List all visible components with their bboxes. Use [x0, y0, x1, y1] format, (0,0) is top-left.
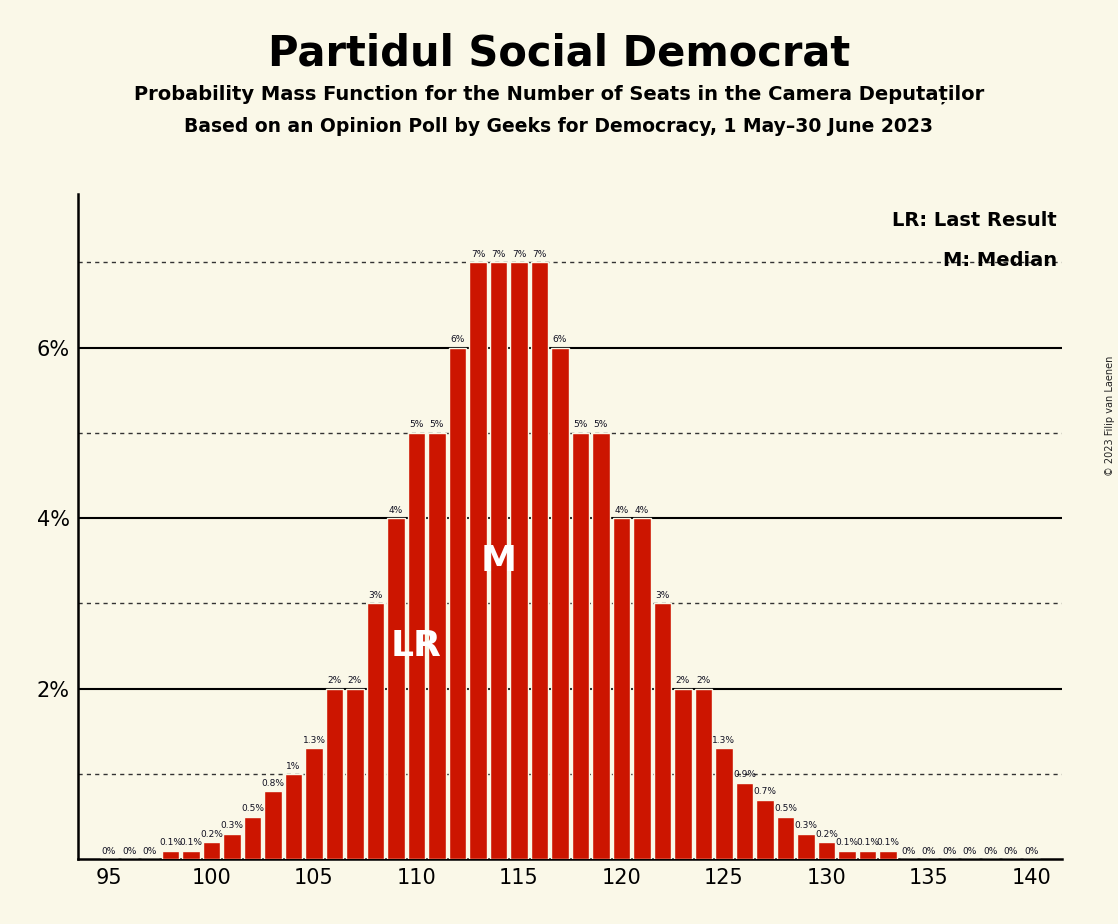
Bar	[347, 688, 363, 859]
Text: 7%: 7%	[532, 249, 547, 259]
Text: 4%: 4%	[614, 505, 628, 515]
Bar	[777, 817, 794, 859]
Text: 5%: 5%	[574, 420, 588, 430]
Text: LR: Last Result: LR: Last Result	[892, 211, 1058, 230]
Text: 0.3%: 0.3%	[220, 821, 244, 831]
Bar	[736, 783, 754, 859]
Bar	[654, 603, 671, 859]
Text: 7%: 7%	[471, 249, 485, 259]
Text: Based on an Opinion Poll by Geeks for Democracy, 1 May–30 June 2023: Based on an Opinion Poll by Geeks for De…	[184, 117, 934, 137]
Bar	[224, 833, 240, 859]
Bar	[264, 791, 282, 859]
Bar	[325, 688, 343, 859]
Text: 0.2%: 0.2%	[815, 830, 837, 839]
Text: 2%: 2%	[697, 676, 711, 686]
Text: 0%: 0%	[1024, 847, 1039, 856]
Text: 0.9%: 0.9%	[733, 770, 756, 779]
Bar	[716, 748, 732, 859]
Bar	[448, 347, 466, 859]
Text: 0.1%: 0.1%	[835, 838, 859, 847]
Text: 5%: 5%	[409, 420, 424, 430]
Text: 0%: 0%	[983, 847, 997, 856]
Bar	[408, 432, 425, 859]
Text: 7%: 7%	[491, 249, 505, 259]
Bar	[817, 843, 835, 859]
Text: 0%: 0%	[1004, 847, 1018, 856]
Bar	[531, 262, 548, 859]
Bar	[202, 843, 220, 859]
Text: LR: LR	[391, 629, 442, 663]
Text: © 2023 Filip van Laenen: © 2023 Filip van Laenen	[1106, 356, 1115, 476]
Bar	[551, 347, 569, 859]
Text: 7%: 7%	[512, 249, 527, 259]
Text: 0.3%: 0.3%	[795, 821, 817, 831]
Text: 2%: 2%	[675, 676, 690, 686]
Text: 0%: 0%	[143, 847, 158, 856]
Text: 0%: 0%	[102, 847, 116, 856]
Text: 0.1%: 0.1%	[159, 838, 182, 847]
Text: 0.8%: 0.8%	[262, 779, 284, 787]
Bar	[387, 518, 405, 859]
Bar	[367, 603, 385, 859]
Text: M: Median: M: Median	[944, 250, 1058, 270]
Text: 0.5%: 0.5%	[774, 804, 797, 813]
Bar	[593, 432, 609, 859]
Bar	[510, 262, 528, 859]
Bar	[859, 851, 877, 859]
Bar	[797, 833, 815, 859]
Text: 0.7%: 0.7%	[754, 787, 776, 796]
Text: 4%: 4%	[635, 505, 650, 515]
Text: M: M	[481, 544, 517, 578]
Bar	[470, 262, 486, 859]
Bar	[756, 799, 774, 859]
Text: 2%: 2%	[348, 676, 362, 686]
Text: 3%: 3%	[655, 591, 670, 600]
Text: 0.5%: 0.5%	[241, 804, 264, 813]
Bar	[244, 817, 262, 859]
Bar	[571, 432, 589, 859]
Bar	[694, 688, 712, 859]
Text: 5%: 5%	[594, 420, 608, 430]
Text: 0.1%: 0.1%	[180, 838, 202, 847]
Text: 0%: 0%	[122, 847, 136, 856]
Text: Partidul Social Democrat: Partidul Social Democrat	[268, 32, 850, 74]
Bar	[838, 851, 855, 859]
Text: 0%: 0%	[963, 847, 977, 856]
Text: 0.1%: 0.1%	[877, 838, 899, 847]
Text: 0.1%: 0.1%	[856, 838, 879, 847]
Text: 4%: 4%	[389, 505, 404, 515]
Text: 2%: 2%	[328, 676, 342, 686]
Text: 0%: 0%	[921, 847, 936, 856]
Text: 0%: 0%	[901, 847, 916, 856]
Bar	[674, 688, 692, 859]
Text: 0.2%: 0.2%	[200, 830, 222, 839]
Bar	[879, 851, 897, 859]
Text: 0%: 0%	[942, 847, 957, 856]
Text: 6%: 6%	[552, 335, 567, 344]
Text: 1.3%: 1.3%	[712, 736, 736, 745]
Bar	[285, 774, 302, 859]
Text: 3%: 3%	[368, 591, 382, 600]
Bar	[633, 518, 651, 859]
Bar	[613, 518, 631, 859]
Bar	[162, 851, 179, 859]
Bar	[182, 851, 200, 859]
Bar	[428, 432, 446, 859]
Text: 6%: 6%	[451, 335, 465, 344]
Text: 1%: 1%	[286, 761, 301, 771]
Text: Probability Mass Function for the Number of Seats in the Camera Deputaților: Probability Mass Function for the Number…	[134, 85, 984, 104]
Bar	[305, 748, 323, 859]
Text: 5%: 5%	[429, 420, 444, 430]
Text: 1.3%: 1.3%	[303, 736, 325, 745]
Bar	[490, 262, 508, 859]
